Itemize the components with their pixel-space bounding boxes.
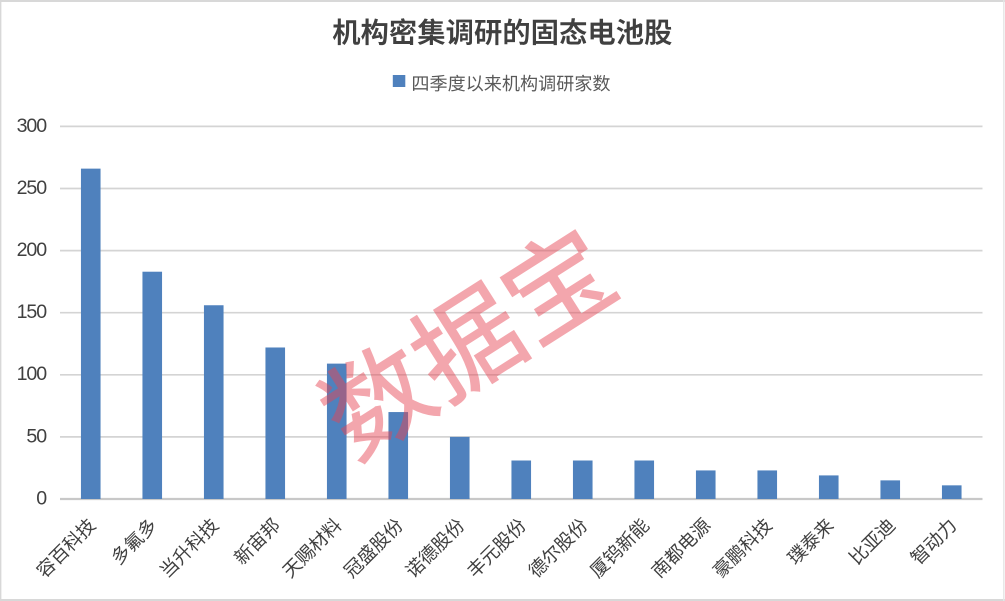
svg-text:0: 0 xyxy=(36,487,47,509)
svg-text:300: 300 xyxy=(17,115,48,137)
svg-text:50: 50 xyxy=(26,425,47,447)
svg-text:150: 150 xyxy=(17,301,48,323)
svg-text:100: 100 xyxy=(17,363,48,385)
svg-text:200: 200 xyxy=(17,239,48,261)
svg-text:250: 250 xyxy=(17,177,48,199)
